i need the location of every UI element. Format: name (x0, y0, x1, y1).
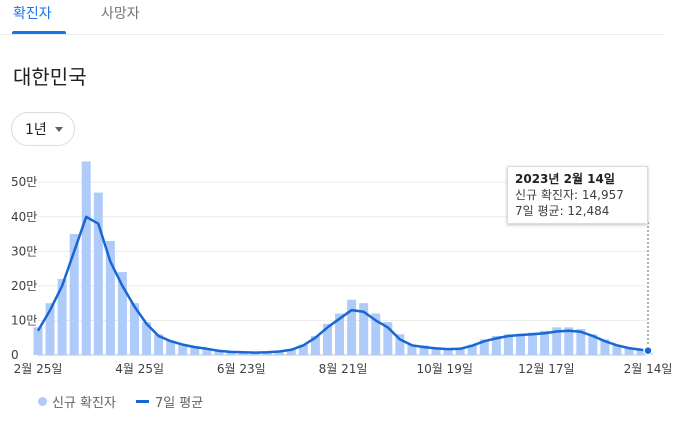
cases-chart: 0 10만 20만 30만 40만 50만 2월 25일 4월 25일 6월 23일 8월 21일… (11, 161, 673, 376)
bar (154, 334, 164, 355)
bar (431, 347, 441, 355)
bar (371, 313, 381, 355)
bar (81, 161, 91, 355)
bar (33, 327, 43, 355)
bar (178, 343, 188, 355)
bar (419, 345, 429, 355)
bar (455, 348, 465, 355)
bar (624, 347, 634, 355)
bar (528, 332, 538, 355)
bar (130, 303, 139, 355)
tooltip-7day-average: 7일 평균: 12,484 (515, 204, 610, 218)
y-tick-label: 30만 (11, 244, 37, 258)
bar (552, 327, 562, 355)
legend-line-swatch (135, 400, 149, 403)
tab-bar: 확진자 사망자 (0, 0, 664, 35)
bar (274, 351, 284, 355)
y-tick-label: 0 (11, 348, 19, 362)
bar (383, 322, 393, 355)
bar (57, 278, 67, 355)
bar (636, 349, 646, 355)
bar (142, 322, 152, 355)
legend-line-label: 7일 평균 (154, 396, 204, 411)
x-tick-label: 6월 23일 (217, 362, 266, 376)
bar (503, 334, 513, 355)
tooltip-date: 2023년 2월 14일 (515, 172, 615, 186)
bar (202, 348, 212, 355)
bar (564, 327, 574, 355)
y-tick-label: 20만 (11, 279, 37, 293)
bar (69, 234, 79, 355)
bar (214, 350, 224, 355)
bar (93, 192, 103, 355)
average-line (36, 215, 649, 354)
x-tick-label: 4월 25일 (115, 362, 164, 376)
bar (323, 323, 332, 355)
bar (479, 339, 489, 355)
region-title: 대한민국 (13, 65, 87, 89)
bar (226, 351, 236, 355)
bar (540, 330, 550, 355)
bar (105, 240, 115, 355)
bar (190, 346, 200, 355)
bar (588, 334, 598, 355)
bar (516, 333, 525, 355)
chart-tooltip: 2023년 2월 14일 신규 확진자: 14,957 7일 평균: 12,48… (507, 166, 648, 224)
x-tick-label: 2월 14일 (624, 362, 673, 376)
x-tick-label: 10월 19일 (416, 362, 472, 376)
tab-deaths[interactable]: 사망자 (101, 6, 140, 22)
bar (310, 335, 320, 355)
bar (286, 349, 296, 355)
bar (238, 352, 248, 355)
bar (262, 352, 272, 355)
y-tick-label: 40만 (11, 210, 37, 224)
bar (359, 303, 369, 355)
bar (45, 303, 55, 355)
y-tick-label: 10만 (11, 313, 37, 327)
y-tick-label: 50만 (11, 175, 37, 189)
legend-bar-label: 신규 확진자 (52, 396, 116, 411)
time-range-label: 1년 (25, 122, 47, 138)
tab-cases[interactable]: 확진자 (13, 6, 52, 22)
x-tick-label: 12월 17일 (518, 362, 574, 376)
time-range-dropdown[interactable]: 1년 (11, 112, 75, 146)
tooltip-new-cases: 신규 확진자: 14,957 (515, 188, 624, 202)
bar (467, 344, 477, 355)
bar (407, 344, 417, 355)
x-tick-label: 8월 21일 (319, 362, 368, 376)
active-tab-indicator (12, 31, 66, 34)
bar (395, 334, 405, 355)
hover-point (643, 345, 653, 356)
legend-bar-swatch (38, 397, 47, 406)
bar (347, 299, 357, 355)
bar (298, 344, 308, 355)
bar (576, 329, 586, 355)
bar (491, 335, 501, 355)
bar (443, 348, 453, 355)
bar (166, 340, 176, 355)
chart-legend: 신규 확진자 7일 평균 (38, 392, 203, 411)
bar (117, 272, 127, 355)
x-tick-label: 2월 25일 (14, 362, 63, 376)
caret-down-icon (54, 126, 63, 132)
bar (612, 344, 622, 355)
bar (600, 339, 610, 355)
bar (335, 313, 345, 355)
